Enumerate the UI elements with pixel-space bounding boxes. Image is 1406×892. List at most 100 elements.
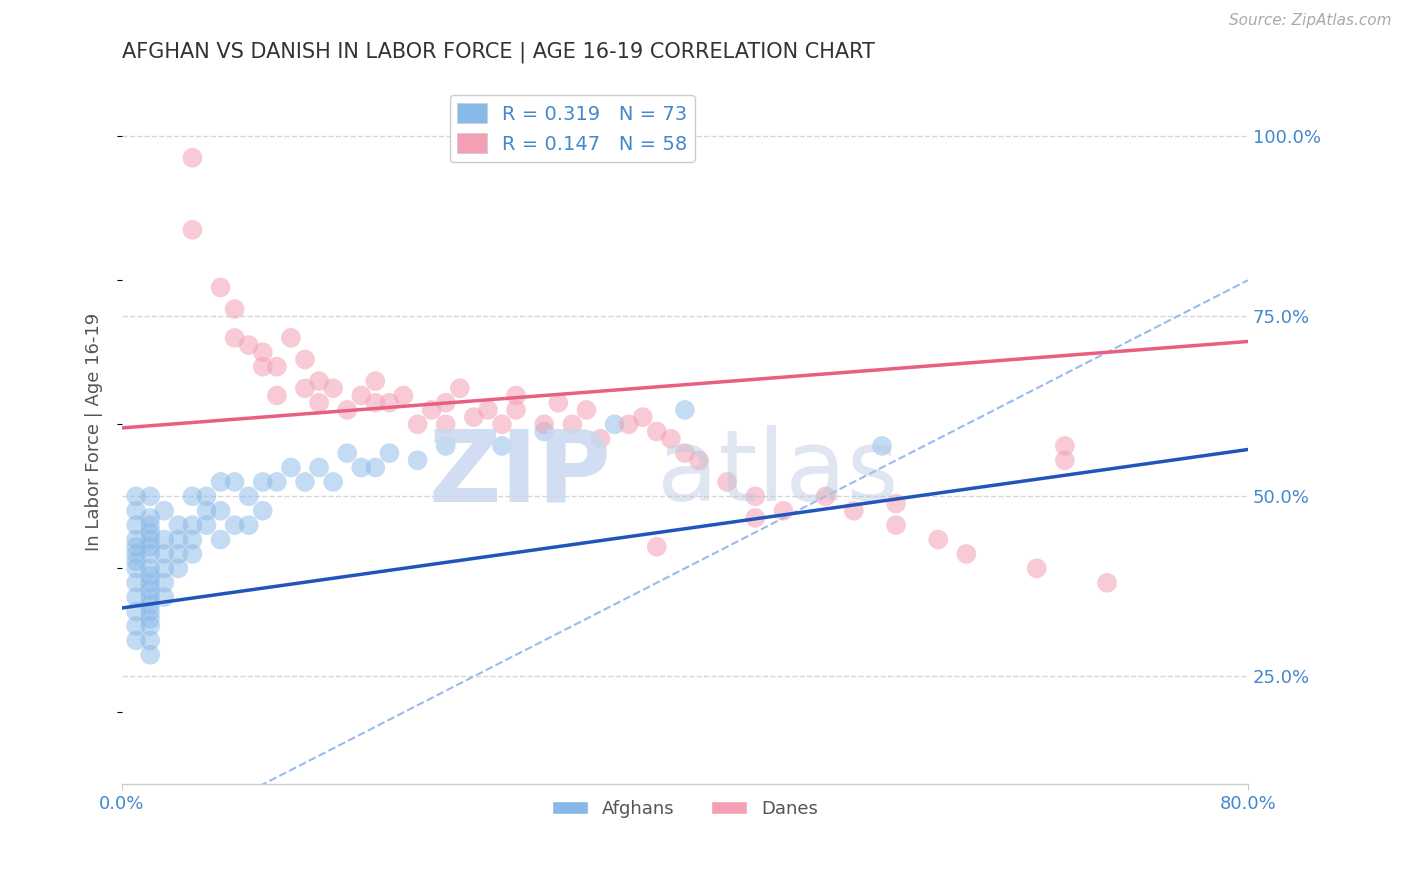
Point — [308, 395, 330, 409]
Point — [1025, 561, 1047, 575]
Point — [139, 489, 162, 503]
Point — [153, 504, 176, 518]
Point — [842, 504, 865, 518]
Point — [139, 533, 162, 547]
Text: atlas: atlas — [657, 425, 898, 523]
Point — [392, 388, 415, 402]
Point — [603, 417, 626, 432]
Point — [673, 446, 696, 460]
Point — [420, 403, 443, 417]
Text: AFGHAN VS DANISH IN LABOR FORCE | AGE 16-19 CORRELATION CHART: AFGHAN VS DANISH IN LABOR FORCE | AGE 16… — [122, 42, 875, 63]
Point — [814, 489, 837, 503]
Point — [449, 381, 471, 395]
Point — [364, 395, 387, 409]
Point — [280, 460, 302, 475]
Point — [153, 561, 176, 575]
Point — [477, 403, 499, 417]
Point — [575, 403, 598, 417]
Point — [167, 547, 190, 561]
Point — [125, 554, 148, 568]
Point — [266, 475, 288, 489]
Point — [153, 547, 176, 561]
Point — [294, 352, 316, 367]
Point — [125, 633, 148, 648]
Point — [125, 489, 148, 503]
Point — [266, 359, 288, 374]
Point — [181, 533, 204, 547]
Point — [378, 446, 401, 460]
Point — [744, 489, 766, 503]
Point — [645, 425, 668, 439]
Point — [336, 403, 359, 417]
Point — [224, 301, 246, 316]
Point — [139, 605, 162, 619]
Point — [125, 605, 148, 619]
Point — [266, 388, 288, 402]
Point — [125, 561, 148, 575]
Point — [378, 395, 401, 409]
Point — [181, 518, 204, 533]
Point — [167, 533, 190, 547]
Point — [322, 475, 344, 489]
Point — [350, 460, 373, 475]
Point — [364, 374, 387, 388]
Text: ZIP: ZIP — [429, 425, 612, 523]
Point — [1095, 575, 1118, 590]
Point — [209, 475, 232, 489]
Point — [434, 417, 457, 432]
Point — [139, 612, 162, 626]
Point — [238, 338, 260, 352]
Point — [252, 475, 274, 489]
Point — [181, 547, 204, 561]
Point — [139, 561, 162, 575]
Point — [224, 475, 246, 489]
Point — [125, 518, 148, 533]
Point — [139, 598, 162, 612]
Point — [153, 575, 176, 590]
Point — [294, 475, 316, 489]
Point — [139, 619, 162, 633]
Point — [139, 547, 162, 561]
Point — [294, 381, 316, 395]
Point — [195, 518, 218, 533]
Point — [181, 223, 204, 237]
Point — [181, 489, 204, 503]
Point — [125, 540, 148, 554]
Point — [252, 345, 274, 359]
Point — [280, 331, 302, 345]
Point — [533, 425, 555, 439]
Point — [336, 446, 359, 460]
Point — [167, 518, 190, 533]
Point — [224, 518, 246, 533]
Point — [139, 633, 162, 648]
Point — [209, 533, 232, 547]
Point — [688, 453, 710, 467]
Point — [561, 417, 583, 432]
Point — [645, 540, 668, 554]
Point — [238, 489, 260, 503]
Point — [125, 619, 148, 633]
Point — [139, 590, 162, 604]
Point — [125, 575, 148, 590]
Point — [167, 561, 190, 575]
Point — [139, 648, 162, 662]
Point — [139, 582, 162, 597]
Point — [744, 511, 766, 525]
Point — [870, 439, 893, 453]
Point — [955, 547, 977, 561]
Point — [224, 331, 246, 345]
Point — [139, 525, 162, 540]
Point — [1053, 439, 1076, 453]
Point — [195, 504, 218, 518]
Point — [434, 395, 457, 409]
Point — [589, 432, 612, 446]
Point — [322, 381, 344, 395]
Point — [434, 439, 457, 453]
Point — [617, 417, 640, 432]
Point — [139, 511, 162, 525]
Point — [927, 533, 949, 547]
Point — [139, 575, 162, 590]
Point — [659, 432, 682, 446]
Point — [153, 533, 176, 547]
Point — [1053, 453, 1076, 467]
